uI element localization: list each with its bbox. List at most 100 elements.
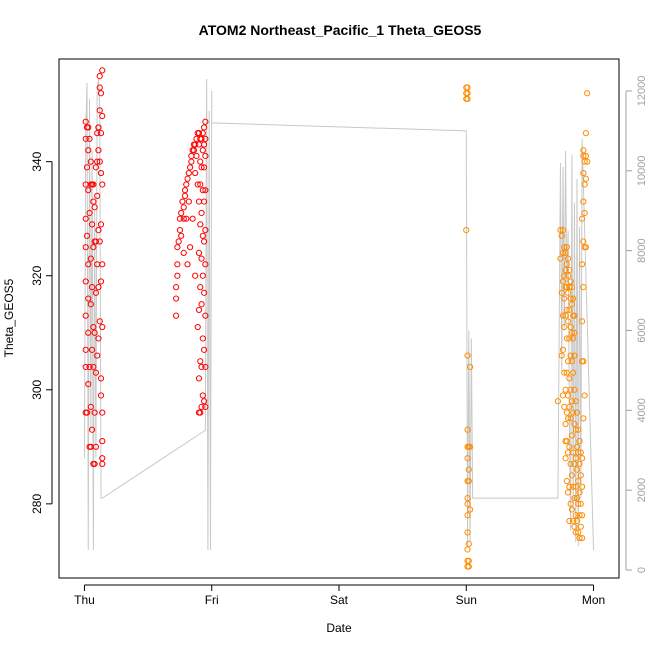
data-point xyxy=(578,261,586,268)
data-point xyxy=(567,278,574,285)
data-point xyxy=(183,215,190,222)
data-series xyxy=(82,67,591,570)
data-point xyxy=(97,130,105,137)
data-point xyxy=(96,158,103,165)
data-point xyxy=(566,403,573,411)
data-point xyxy=(190,147,198,154)
data-point xyxy=(566,483,573,490)
data-point xyxy=(571,352,578,359)
data-point xyxy=(570,295,577,302)
data-point xyxy=(82,215,89,222)
data-point xyxy=(576,438,583,445)
data-point xyxy=(558,232,565,239)
data-point xyxy=(95,226,102,234)
data-point xyxy=(91,204,98,211)
data-point xyxy=(94,192,101,199)
data-point xyxy=(581,181,588,188)
data-point xyxy=(464,529,471,536)
data-point xyxy=(176,226,184,234)
data-point xyxy=(192,141,199,148)
data-point xyxy=(567,352,574,359)
data-point xyxy=(564,289,572,296)
data-point xyxy=(200,238,208,245)
data-point xyxy=(464,90,471,97)
data-point xyxy=(564,392,572,399)
data-point xyxy=(82,363,89,371)
data-point xyxy=(568,301,576,308)
data-point xyxy=(202,403,209,411)
data-point xyxy=(571,312,578,319)
data-point xyxy=(561,403,568,411)
data-point xyxy=(181,192,189,199)
data-point xyxy=(561,323,568,331)
y-tick-label: 320 xyxy=(30,265,44,285)
data-point xyxy=(97,90,105,97)
data-point xyxy=(566,306,573,314)
data-point xyxy=(567,386,574,393)
altitude-axis: 0 2000 4000 6000 8000 10000 12000 xyxy=(625,76,648,573)
data-point xyxy=(577,500,584,507)
data-point xyxy=(572,426,579,433)
data-point xyxy=(189,215,196,222)
data-point xyxy=(573,443,581,450)
altitude-tick-label: 4000 xyxy=(636,398,648,422)
data-point xyxy=(92,289,100,296)
data-point xyxy=(197,358,204,365)
data-point xyxy=(580,152,587,160)
data-point xyxy=(198,403,205,411)
data-point xyxy=(559,278,567,285)
data-point xyxy=(96,73,103,80)
altitude-tick-label: 12000 xyxy=(636,76,648,107)
data-point xyxy=(90,198,97,205)
data-point xyxy=(572,455,579,462)
data-point xyxy=(566,375,573,382)
data-point xyxy=(87,301,94,308)
data-point xyxy=(563,261,570,268)
data-point xyxy=(575,426,582,433)
data-point xyxy=(199,335,206,342)
data-point xyxy=(466,506,474,513)
data-point xyxy=(578,455,586,462)
data-point xyxy=(181,187,189,194)
data-point xyxy=(582,152,590,160)
data-point xyxy=(96,238,103,245)
data-point xyxy=(95,335,102,342)
data-point xyxy=(87,255,94,262)
data-point xyxy=(193,152,200,160)
data-point xyxy=(99,181,106,188)
data-point xyxy=(571,523,578,530)
data-point xyxy=(465,557,472,564)
data-point xyxy=(571,329,578,336)
data-point xyxy=(567,295,574,302)
y-tick-label: 300 xyxy=(30,379,44,399)
data-point xyxy=(581,209,588,217)
altitude-line xyxy=(83,78,595,551)
data-point xyxy=(563,244,570,251)
data-point xyxy=(578,534,586,542)
data-point xyxy=(562,312,569,319)
data-point xyxy=(563,409,570,416)
data-point xyxy=(573,409,581,416)
data-point xyxy=(178,232,185,239)
data-point xyxy=(464,455,471,462)
data-point xyxy=(465,563,472,570)
data-point xyxy=(466,443,474,450)
data-point xyxy=(464,95,471,103)
data-point xyxy=(571,495,578,502)
data-point xyxy=(94,130,101,137)
data-point xyxy=(570,483,577,490)
data-point xyxy=(176,215,184,222)
data-point xyxy=(198,209,205,217)
data-point xyxy=(174,272,181,279)
data-point xyxy=(573,517,581,525)
data-point xyxy=(571,420,578,428)
data-point xyxy=(463,226,470,234)
data-point xyxy=(576,460,583,468)
data-point xyxy=(573,495,581,502)
data-point xyxy=(198,255,205,262)
data-point xyxy=(95,124,102,131)
data-point xyxy=(564,415,572,422)
data-point xyxy=(97,169,105,177)
data-point xyxy=(559,346,567,353)
data-point xyxy=(572,483,579,490)
